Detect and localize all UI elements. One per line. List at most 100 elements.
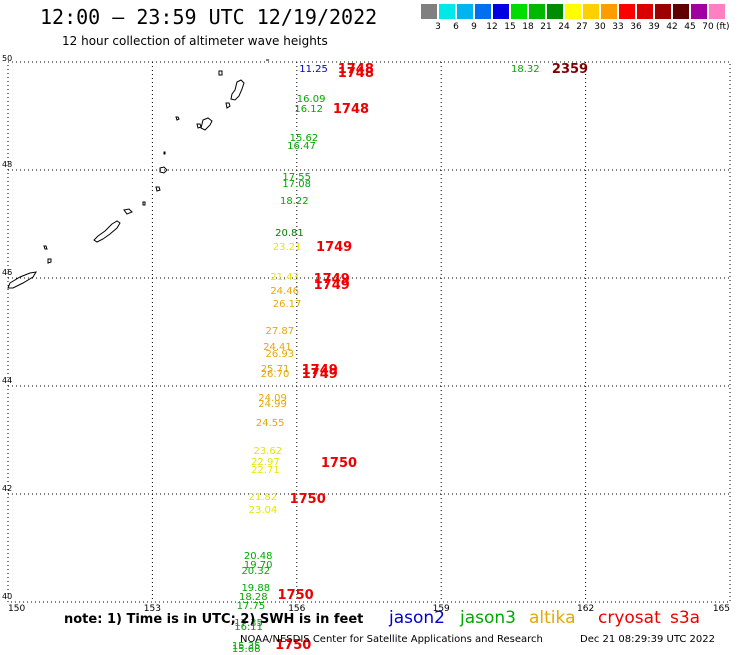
scale-tick-label: 42	[666, 22, 678, 32]
pass-time-label: 1749	[313, 277, 350, 293]
scale-unit-label: (ft)	[716, 22, 730, 32]
island-outline	[93, 220, 121, 243]
pass-time-label: 1749	[313, 272, 350, 288]
pass-time-label: 1750	[277, 587, 314, 603]
island-outline	[142, 201, 146, 206]
scale-tick-label: 24	[558, 22, 570, 32]
wave-height-label: 17.35	[234, 617, 263, 629]
axis-labels: 150 153 156 159 162 165 50 48 46 44 42 40	[2, 54, 730, 614]
longitude-label: 162	[577, 604, 594, 614]
wave-height-label: 11.25	[299, 64, 328, 76]
satellite-legend-altika: altika	[529, 608, 576, 628]
wave-height-label: 21.43	[270, 272, 299, 283]
longitude-label: 153	[144, 604, 161, 614]
island-outline	[7, 271, 37, 289]
wave-height-label: 24.09	[258, 392, 287, 404]
island-outline	[155, 186, 161, 192]
wave-height-label: 22.71	[251, 465, 280, 477]
wave-height-label: 15.62	[289, 133, 319, 145]
wave-height-label: 18.22	[279, 196, 309, 208]
longitude-label: 165	[713, 604, 730, 614]
scale-tick-label: 33	[612, 22, 624, 32]
wave-height-label: 15.68	[231, 643, 261, 655]
wave-height-label: 26.93	[265, 348, 295, 360]
scale-swatch	[655, 4, 672, 19]
wave-height-label: 26.70	[260, 369, 290, 381]
scale-tick-label: 18	[522, 22, 534, 32]
latitude-label: 46	[2, 268, 12, 277]
scale-swatch	[547, 4, 564, 19]
wave-height-label: 24.99	[258, 398, 287, 410]
wave-height-label: 24.41	[263, 342, 292, 354]
scale-swatch	[475, 4, 492, 19]
graticule	[8, 62, 730, 602]
wave-height-label: 20.32	[241, 566, 271, 578]
wave-height-label: 18.28	[239, 591, 268, 603]
scale-swatch	[439, 4, 456, 19]
pass-time-label: 1748	[337, 65, 374, 81]
satellite-legend-s3a: s3a	[670, 608, 701, 628]
wave-height-label: 24.55	[255, 417, 285, 429]
wave-height-label: 22.97	[251, 457, 280, 469]
island-outline	[163, 151, 166, 155]
pass-time-label: 1750	[289, 492, 326, 508]
island-outline	[43, 245, 48, 250]
scale-swatch	[619, 4, 636, 19]
wave-height-label: 16.09	[296, 93, 326, 105]
map-title: 12:00 – 23:59 UTC 12/19/2022	[40, 5, 378, 29]
map-subtitle: 12 hour collection of altimeter wave hei…	[62, 34, 328, 48]
longitude-label: 159	[433, 604, 450, 614]
island-outline	[200, 117, 213, 131]
map-frame	[7, 61, 731, 603]
scale-swatch	[673, 4, 690, 19]
scale-tick-label: 27	[576, 22, 588, 32]
scale-tick-label: 36	[630, 22, 642, 32]
satellite-legend-jason2: jason2	[389, 608, 445, 628]
scale-tick-label: 12	[486, 22, 498, 32]
scale-swatch	[691, 4, 708, 19]
scale-tick-label: 9	[471, 22, 477, 32]
scale-swatch	[601, 4, 618, 19]
island-outline	[159, 166, 168, 174]
wave-height-label: 18.32	[510, 64, 540, 76]
longitude-label: 150	[8, 604, 25, 614]
island-outline	[230, 79, 245, 101]
scale-tick-label: 70	[702, 22, 714, 32]
latitude-label: 48	[2, 160, 12, 169]
wave-height-label: 19.88	[241, 582, 271, 594]
scale-tick-label: 39	[648, 22, 660, 32]
satellite-legend-jason3: jason3	[460, 608, 516, 628]
wave-height-label: 26.17	[272, 299, 302, 310]
island-outline	[196, 123, 202, 129]
scale-tick-label: 3	[435, 22, 441, 32]
latitude-label: 40	[2, 592, 12, 601]
pass-time-label: 2359	[551, 62, 589, 78]
scale-tick-label: 45	[684, 22, 696, 32]
island-outline	[47, 258, 52, 264]
wave-height-label: 24.46	[270, 285, 299, 297]
latitude-label: 44	[2, 376, 12, 385]
wave-height-label: 20.81	[275, 227, 304, 239]
pass-time-label: 1749	[316, 240, 353, 256]
wave-height-label: 19.70	[243, 560, 273, 572]
generation-timestamp: Dec 21 08:29:39 UTC 2022	[580, 634, 715, 645]
scale-swatch	[457, 4, 474, 19]
wave-height-label: 23.04	[248, 505, 278, 517]
pass-time-label: 1750	[320, 455, 358, 471]
wave-height-label: 23.21	[272, 242, 302, 254]
latitude-label: 42	[2, 484, 12, 493]
scale-tick-label: 6	[453, 22, 459, 32]
scale-tick-label: 30	[594, 22, 606, 32]
wave-height-label: 17.75	[236, 601, 266, 613]
wave-height-label: 16.11	[234, 621, 263, 633]
scale-swatch	[529, 4, 546, 19]
wave-height-label: 16.47	[287, 141, 316, 153]
scale-swatch	[583, 4, 600, 19]
wave-height-label: 17.55	[282, 171, 311, 183]
wave-height-label: 27.87	[265, 326, 295, 337]
island-outline	[123, 208, 133, 215]
satellite-legend-cryosat: cryosat	[598, 608, 661, 628]
wave-height-label: 16.12	[294, 103, 324, 115]
wave-height-label: 23.62	[253, 446, 283, 458]
